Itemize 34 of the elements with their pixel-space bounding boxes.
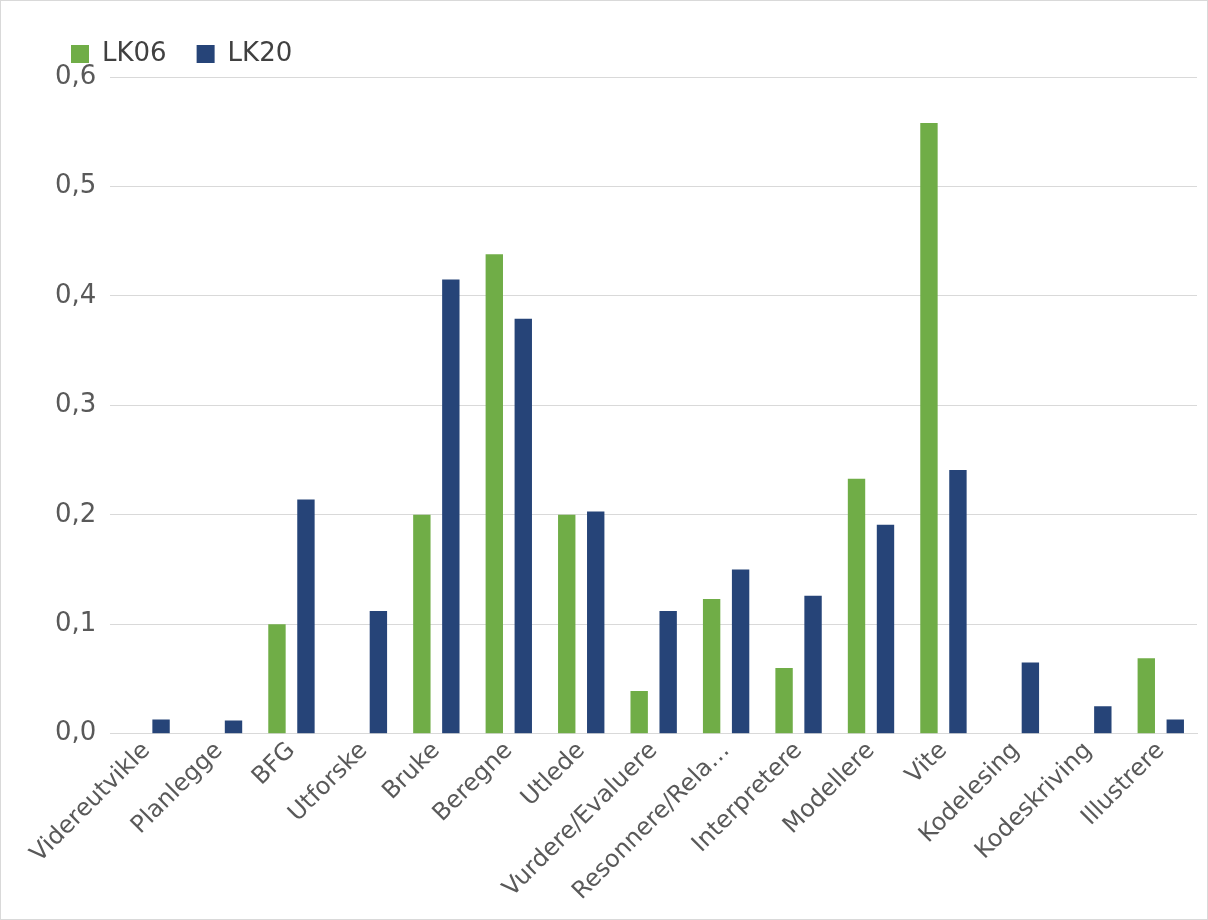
bar: [920, 122, 938, 734]
bar: [630, 690, 648, 734]
bar: [587, 511, 605, 734]
bar: [659, 611, 677, 734]
legend-label: LK06: [102, 36, 167, 67]
bar: [268, 624, 286, 734]
bar: [1166, 719, 1184, 734]
bar: [731, 569, 750, 734]
bar: [775, 668, 793, 734]
bar: [1094, 706, 1112, 734]
legend-label: LK20: [227, 36, 293, 67]
y-tick-label: 0,3: [54, 388, 97, 419]
bar: [297, 499, 315, 734]
y-tick-label: 0,4: [54, 278, 97, 309]
bar: [442, 279, 460, 734]
bar: [224, 720, 243, 734]
y-tick-label: 0,6: [54, 59, 97, 90]
y-tick-label: 0,2: [54, 497, 97, 528]
y-tick-label: 0,0: [54, 716, 97, 747]
bar: [804, 595, 822, 734]
bar: [949, 469, 967, 734]
bar: [152, 719, 170, 734]
bar: [413, 514, 431, 734]
y-tick-label: 0,5: [54, 169, 97, 200]
bar: [876, 524, 895, 734]
bar: [514, 318, 532, 734]
bar: [1137, 658, 1155, 734]
bar: [369, 611, 388, 734]
bar: [847, 478, 866, 734]
bar: [1021, 662, 1040, 734]
y-tick-label: 0,1: [54, 606, 97, 637]
bar: [558, 514, 576, 734]
bar: [702, 599, 721, 734]
bar: [485, 254, 503, 734]
